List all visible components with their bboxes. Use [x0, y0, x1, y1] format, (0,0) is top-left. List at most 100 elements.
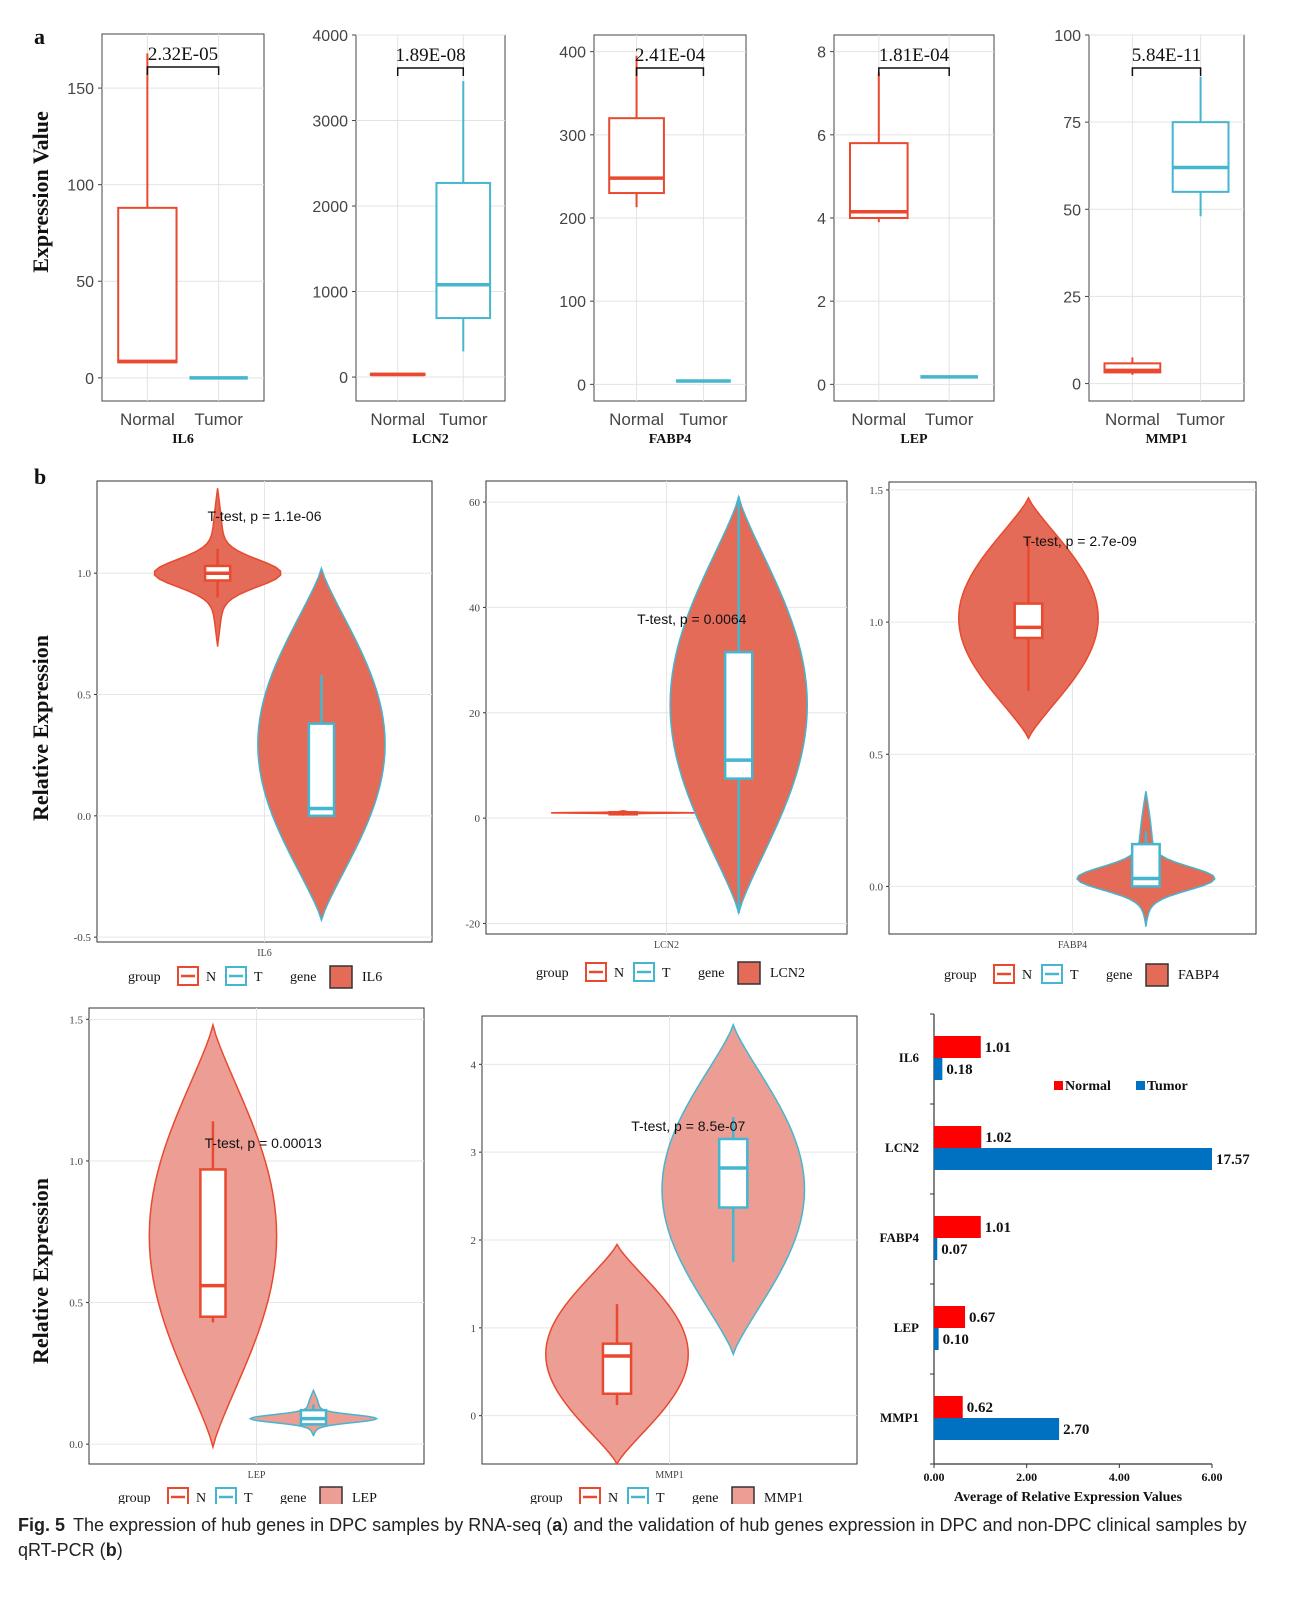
y-tick-label: 60: [469, 497, 481, 509]
significance-bracket: [635, 67, 705, 76]
ttest-label: T-test, p = 1.1e-06: [207, 508, 321, 524]
y-tick-label: 300: [559, 128, 586, 145]
y-tick-label: 4: [817, 211, 826, 228]
box-tumor: [1171, 76, 1230, 217]
legend-group-title: group: [128, 970, 161, 985]
bar-legend: Normal Tumor: [1054, 1079, 1188, 1094]
legend-group-label: T: [1070, 968, 1079, 983]
y-tick-label: 0.5: [69, 1298, 83, 1310]
ttest-label: T-test, p = 0.00013: [205, 1135, 322, 1151]
y-tick-label: 0.5: [77, 690, 91, 702]
caption-text-2: ) and the validation of hub genes expres…: [18, 1515, 1247, 1560]
panel-b-label: b: [34, 464, 46, 489]
violin-t: [257, 566, 386, 923]
violin-t: [1076, 791, 1216, 927]
y-tick-label: 1.0: [77, 568, 91, 580]
y-tick-label: 0.0: [77, 811, 91, 823]
y-tick-label: 1.0: [69, 1156, 83, 1168]
boxplot-fabp4: 0 100 200 300 400 Normal Tumor 2.41E-04 FABP4: [559, 34, 747, 447]
y-tick-label: 25: [1063, 289, 1081, 306]
violin-t: [661, 1022, 806, 1357]
box: [1013, 602, 1044, 640]
x-tick-label: Tumor: [439, 410, 488, 429]
legend-gene-label: LEP: [352, 1491, 377, 1504]
y-tick-label: 100: [1054, 28, 1081, 45]
x-axis-label: FABP4: [1058, 940, 1087, 951]
x-axis-label: LCN2: [654, 940, 679, 951]
box-normal: [369, 372, 426, 377]
box: [601, 1342, 633, 1395]
bar-tumor: [934, 1148, 1212, 1170]
p-value-label: 2.32E-05: [148, 44, 218, 65]
bar-normal: [934, 1036, 981, 1058]
figure-canvas: a b Expression Value Relative Expression…: [28, 24, 1257, 1504]
legend-key-gene: [329, 965, 353, 989]
category-label: FABP4: [880, 1230, 920, 1245]
y-tick-label: 0: [471, 1411, 477, 1423]
legend-gene-label: IL6: [362, 970, 382, 985]
violinplot-il6: -0.5 0.0 0.5 1.0 IL6 T-test, p = 1.1e-06 group…: [74, 480, 433, 989]
significance-bracket: [396, 67, 465, 76]
legend-group-label: N: [608, 1491, 618, 1504]
x-axis-label: MMP1: [655, 1470, 683, 1481]
y-tick-label: 6: [817, 128, 826, 145]
legend-group-title: group: [944, 968, 977, 983]
x-tick-label: Tumor: [194, 410, 243, 429]
violin-n: [148, 1022, 278, 1450]
ttest-label: T-test, p = 2.7e-09: [1023, 533, 1137, 549]
box: [723, 650, 754, 780]
figure-frame: a b Expression Value Relative Expression…: [4, 4, 1288, 1596]
x-tick-label: 6.00: [1202, 1470, 1223, 1484]
legend-group-label: T: [244, 1491, 253, 1504]
legend-gene-label: FABP4: [1178, 968, 1219, 983]
legend-group-label: T: [254, 970, 263, 985]
y-tick-label: 1.5: [69, 1014, 83, 1026]
violinplot-lep: 0.0 0.5 1.0 1.5 LEP T-test, p = 0.00013 group N…: [69, 1007, 425, 1504]
gene-label: IL6: [172, 432, 194, 447]
y-tick-label: 50: [1063, 202, 1081, 219]
y-tick-label: 0.5: [869, 749, 883, 761]
legend-gene-label: MMP1: [764, 1491, 804, 1504]
bar-normal-value-label: 1.02: [985, 1130, 1011, 1146]
violin-n: [544, 1242, 690, 1466]
y-tick-label: 0.0: [69, 1439, 83, 1451]
p-value-label: 1.89E-08: [395, 45, 465, 66]
y-tick-label: 200: [559, 211, 586, 228]
significance-bracket: [146, 66, 220, 75]
significance-bracket: [878, 67, 950, 76]
y-tick-label: 0: [577, 377, 586, 394]
ylabel-relative-expression-top: Relative Expression: [28, 635, 53, 821]
y-tick-label: 1.0: [869, 617, 883, 629]
box: [307, 722, 336, 818]
bar-normal-value-label: 0.62: [967, 1400, 993, 1416]
ttest-label: T-test, p = 0.0064: [637, 611, 747, 627]
x-tick-label: Tumor: [679, 410, 728, 429]
category-label: IL6: [899, 1050, 920, 1065]
x-axis-title: Average of Relative Expression Values: [954, 1490, 1183, 1504]
bar-tumor: [934, 1238, 938, 1260]
legend-group-title: group: [536, 966, 569, 981]
y-tick-label: 0: [475, 813, 481, 825]
violin-t: [248, 1388, 379, 1437]
bar-tumor-value-label: 0.18: [946, 1062, 972, 1078]
x-tick-label: Tumor: [925, 410, 974, 429]
caption-text-3: ): [116, 1540, 123, 1560]
y-tick-label: -20: [465, 918, 480, 930]
y-tick-label: 2000: [312, 199, 348, 216]
p-value-label: 1.81E-04: [879, 45, 950, 66]
bar-tumor-value-label: 0.07: [941, 1242, 968, 1258]
caption-text-1: The expression of hub genes in DPC sampl…: [73, 1515, 553, 1535]
panel-a-label: a: [34, 24, 45, 49]
legend-group-label: T: [656, 1491, 665, 1504]
legend-gene-title: gene: [1106, 968, 1132, 983]
legend-group-label: N: [196, 1491, 206, 1504]
y-tick-label: 0: [817, 377, 826, 394]
y-tick-label: 3: [471, 1147, 477, 1159]
legend-key-gene: [1145, 963, 1169, 987]
legend-gene-title: gene: [692, 1491, 718, 1504]
legend-key-gene: [319, 1486, 343, 1504]
box: [608, 117, 665, 195]
